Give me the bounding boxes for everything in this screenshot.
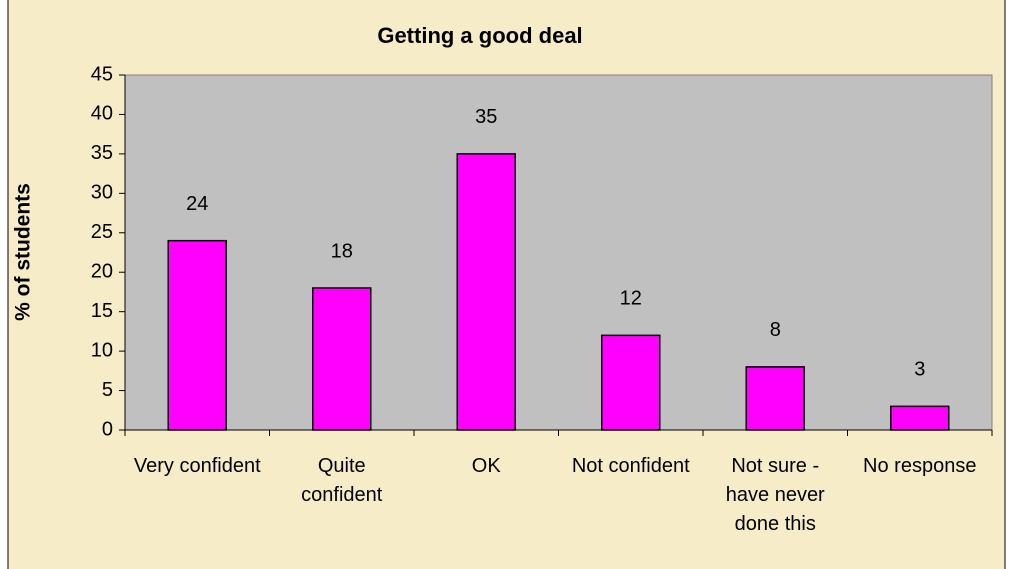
y-axis-label: % of students (12, 183, 35, 321)
y-tick-label: 0 (102, 418, 113, 440)
bar (745, 366, 805, 431)
y-tick-label: 25 (91, 221, 113, 243)
y-tick-label: 5 (102, 379, 113, 401)
bar (167, 239, 227, 431)
data-label: 8 (770, 319, 781, 341)
data-label: 24 (186, 193, 208, 215)
x-tick-label: Not sure - have never done this (725, 455, 825, 535)
data-label: 35 (475, 106, 497, 128)
y-tick-label: 20 (91, 261, 113, 283)
x-tick-label: No response (863, 455, 977, 477)
plot-area (124, 74, 993, 431)
chart-title: Getting a good deal (377, 23, 582, 48)
bar (890, 405, 950, 431)
bar (601, 334, 661, 431)
y-tick-label: 45 (91, 63, 113, 85)
bar (312, 287, 372, 431)
y-tick-label: 35 (91, 142, 113, 164)
y-tick-label: 30 (91, 182, 113, 204)
y-tick-label: 10 (91, 339, 113, 361)
data-label: 3 (914, 359, 925, 381)
y-tick-label: 15 (91, 300, 113, 322)
x-tick-label: OK (471, 455, 501, 477)
data-label: 18 (331, 240, 353, 262)
x-tick-label: Quite confident (301, 455, 383, 506)
x-tick-label: Not confident (571, 455, 690, 477)
x-tick-label: Very confident (133, 455, 261, 477)
bar (456, 153, 516, 431)
y-tick-label: 40 (91, 103, 113, 125)
data-label: 12 (620, 288, 642, 310)
